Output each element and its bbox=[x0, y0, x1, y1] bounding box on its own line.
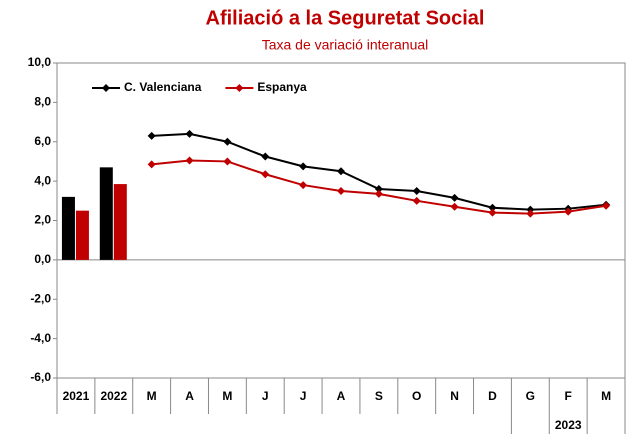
marker bbox=[223, 137, 232, 146]
marker bbox=[147, 131, 156, 140]
y-tick-label: -4,0 bbox=[30, 331, 51, 345]
marker bbox=[450, 193, 459, 202]
marker bbox=[299, 181, 308, 190]
y-tick-label: -2,0 bbox=[30, 291, 51, 305]
x-tick-label: J bbox=[262, 389, 269, 403]
marker bbox=[185, 129, 194, 138]
bar bbox=[75, 210, 89, 260]
x-tick-label: M bbox=[147, 389, 157, 403]
chart-subtitle: Taxa de variació interanual bbox=[262, 37, 429, 53]
x-tick-label: N bbox=[450, 389, 459, 403]
marker bbox=[412, 186, 421, 195]
x-tick-label: 2021 bbox=[63, 389, 90, 403]
marker bbox=[223, 157, 232, 166]
marker bbox=[261, 152, 270, 161]
marker bbox=[412, 196, 421, 205]
y-tick-label: 6,0 bbox=[34, 134, 51, 148]
chart-title: Afiliació a la Seguretat Social bbox=[206, 7, 485, 29]
x-tick-label: G bbox=[526, 389, 535, 403]
marker bbox=[488, 208, 497, 217]
bar bbox=[61, 196, 75, 260]
marker bbox=[185, 156, 194, 165]
bar bbox=[113, 184, 127, 260]
marker bbox=[564, 207, 573, 216]
y-tick-label: 10,0 bbox=[28, 55, 52, 69]
y-tick-label: 2,0 bbox=[34, 213, 51, 227]
x-tick-label: S bbox=[375, 389, 383, 403]
legend-label: C. Valenciana bbox=[124, 80, 202, 94]
marker bbox=[299, 162, 308, 171]
y-tick-label: 0,0 bbox=[34, 252, 51, 266]
marker bbox=[261, 170, 270, 179]
x-tick-label: M bbox=[222, 389, 232, 403]
x-tick-label: A bbox=[337, 389, 346, 403]
marker bbox=[147, 160, 156, 169]
marker bbox=[450, 202, 459, 211]
marker bbox=[374, 189, 383, 198]
y-tick-label: 4,0 bbox=[34, 173, 51, 187]
plot-area bbox=[56, 62, 626, 379]
legend-marker bbox=[235, 84, 244, 92]
marker bbox=[526, 209, 535, 218]
x-tick-label: F bbox=[565, 389, 572, 403]
marker bbox=[374, 185, 383, 193]
marker bbox=[602, 201, 611, 210]
legend-marker bbox=[102, 84, 110, 92]
bar bbox=[99, 167, 113, 260]
series-line bbox=[151, 132, 607, 211]
x-tick-label: 2022 bbox=[100, 389, 127, 403]
y-tick-label: -6,0 bbox=[30, 370, 51, 384]
x-tick-label: J bbox=[300, 389, 307, 403]
x-tick-label: A bbox=[185, 389, 194, 403]
marker bbox=[337, 186, 345, 195]
marker bbox=[337, 167, 345, 176]
y-tick-label: 8,0 bbox=[34, 95, 51, 109]
marker bbox=[488, 203, 497, 212]
x-tick-label: O bbox=[412, 389, 421, 403]
x-tick-label: M bbox=[601, 389, 611, 403]
legend-label: Espanya bbox=[257, 80, 307, 94]
x-tick-label: D bbox=[488, 389, 497, 403]
group-label: 2023 bbox=[555, 418, 582, 432]
